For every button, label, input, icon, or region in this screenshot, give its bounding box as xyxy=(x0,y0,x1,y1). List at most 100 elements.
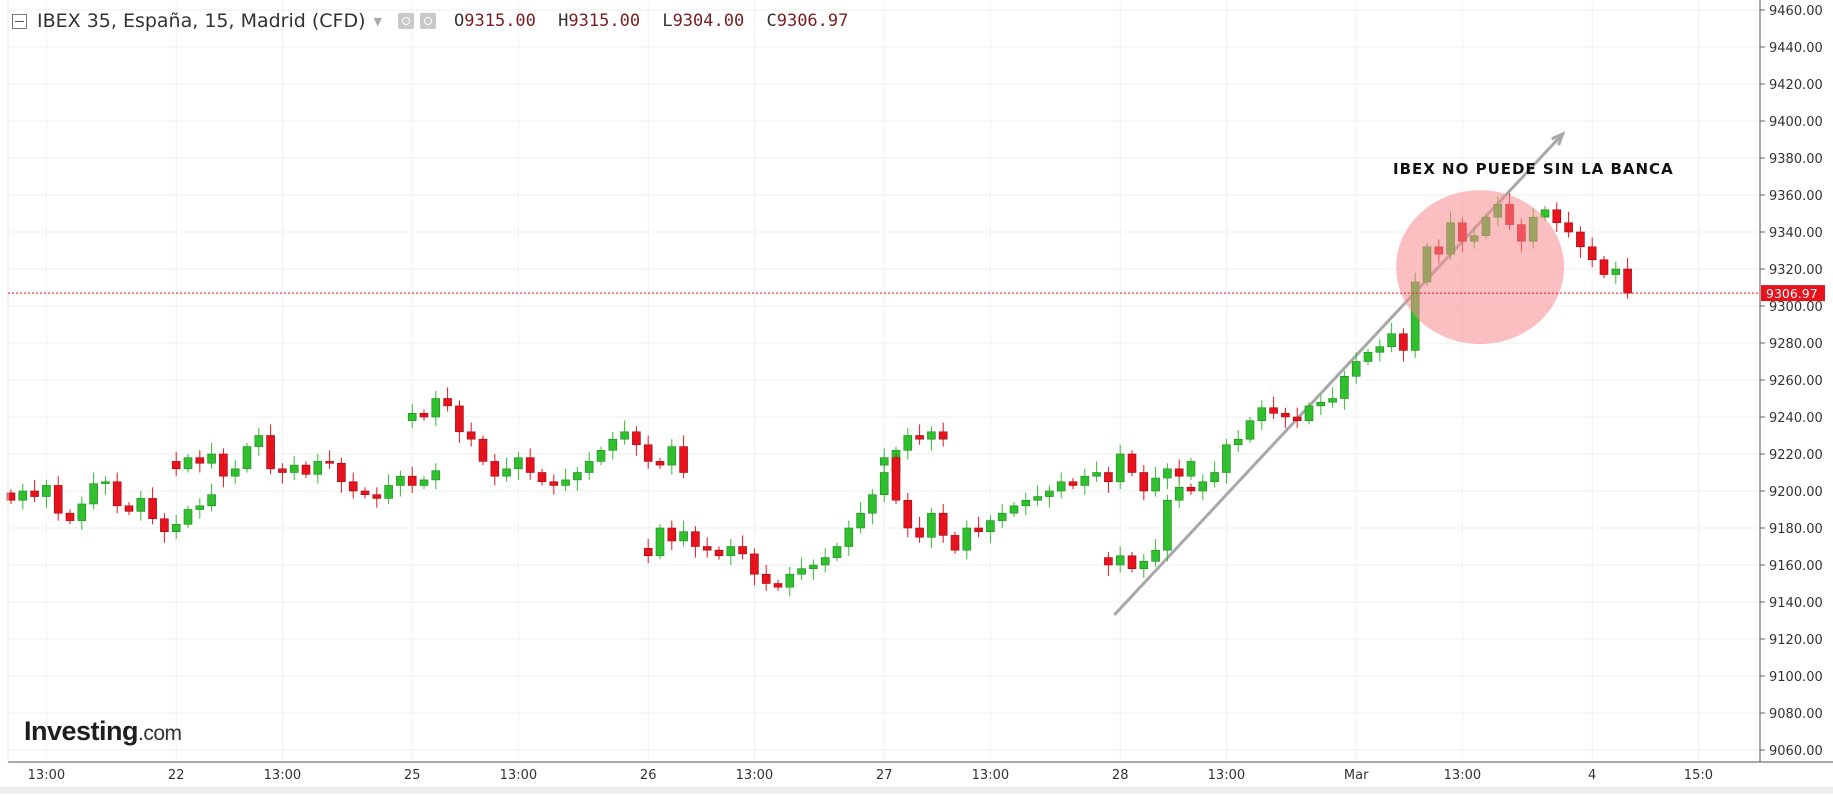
candle-body xyxy=(691,531,700,547)
candle-body xyxy=(1351,361,1361,377)
y-tick-label: 9440.00 xyxy=(1769,41,1823,56)
candle-body xyxy=(1304,405,1314,421)
candle-body xyxy=(797,568,806,575)
candle-body xyxy=(1163,468,1172,479)
y-tick-label: 9120.00 xyxy=(1769,633,1823,648)
candle-body xyxy=(1552,209,1562,224)
candle-body xyxy=(337,462,346,483)
candle-body xyxy=(1056,481,1066,492)
chevron-down-icon[interactable]: ▼ xyxy=(373,14,382,28)
candle-body xyxy=(242,446,252,470)
candle-body xyxy=(160,518,169,532)
candle-body xyxy=(643,444,653,462)
candle-body xyxy=(1174,486,1184,501)
symbol-title[interactable]: IBEX 35, España, 15, Madrid (CFD) xyxy=(37,10,366,32)
candle-body xyxy=(1115,453,1125,483)
x-tick-label: 13:00 xyxy=(28,768,65,783)
candle-body xyxy=(407,475,417,486)
x-tick-label: 22 xyxy=(168,768,185,783)
candle-body xyxy=(655,461,665,466)
candle-body xyxy=(1174,468,1184,477)
eye-icon[interactable] xyxy=(398,13,414,29)
x-tick-label: 13:00 xyxy=(1444,768,1481,783)
x-tick-label: Mar xyxy=(1344,768,1369,783)
candle-body xyxy=(950,535,960,551)
candle-body xyxy=(608,438,618,451)
candle-body xyxy=(18,490,28,501)
candle-body xyxy=(927,512,936,538)
highlight-circle xyxy=(1396,190,1565,345)
x-tick-label: 4 xyxy=(1588,768,1596,783)
candle-body xyxy=(537,472,547,483)
candle-body xyxy=(455,405,464,433)
y-tick-label: 9200.00 xyxy=(1769,485,1823,500)
candle-body xyxy=(443,398,452,407)
ohlc-readout: O9315.00 H9315.00 L9304.00 C9306.97 xyxy=(454,11,860,31)
candle-body xyxy=(773,583,783,588)
candle-body xyxy=(868,494,877,514)
candle-body xyxy=(785,573,795,588)
y-tick-label: 9160.00 xyxy=(1769,559,1823,574)
high-value: 9315.00 xyxy=(568,11,641,31)
candle-body xyxy=(112,481,122,507)
candle-body xyxy=(584,461,594,473)
candle-body xyxy=(1281,412,1290,418)
candle-body xyxy=(915,527,924,538)
candle-body xyxy=(856,512,865,529)
candle-body xyxy=(254,435,264,447)
candle-body xyxy=(986,520,995,532)
candle-body xyxy=(1139,472,1149,492)
candle-body xyxy=(348,481,358,492)
y-tick-label: 9460.00 xyxy=(1769,4,1823,19)
candle-body xyxy=(844,527,854,547)
y-tick-label: 9240.00 xyxy=(1769,411,1823,426)
candle-body xyxy=(1092,472,1101,477)
close-value: 9306.97 xyxy=(776,11,849,31)
bottom-scrollbar xyxy=(0,787,1833,794)
candle-body xyxy=(820,557,830,566)
candle-body xyxy=(1080,475,1090,486)
collapse-icon[interactable] xyxy=(12,13,27,29)
candle-body xyxy=(962,527,972,551)
candle-body xyxy=(1115,555,1125,566)
candle-body xyxy=(903,435,913,451)
candle-body xyxy=(938,431,948,440)
candle-body xyxy=(573,472,582,481)
candle-body xyxy=(1328,398,1337,403)
candle-body xyxy=(1375,346,1385,353)
candle-body xyxy=(1233,438,1243,446)
close-label: C xyxy=(766,11,777,31)
y-tick-label: 9400.00 xyxy=(1769,115,1823,130)
candle-body xyxy=(667,527,677,542)
candle-body xyxy=(230,468,240,477)
y-tick-label: 9340.00 xyxy=(1769,226,1823,241)
x-tick-label: 25 xyxy=(404,768,421,783)
candle-body xyxy=(301,464,311,475)
x-tick-label: 13:00 xyxy=(736,768,773,783)
open-value: 9315.00 xyxy=(464,11,536,31)
candle-body xyxy=(1186,486,1196,492)
candle-body xyxy=(360,490,370,495)
candle-body xyxy=(1009,505,1019,514)
candles xyxy=(6,193,1632,597)
candle-body xyxy=(1222,444,1231,473)
candle-body xyxy=(65,512,75,521)
trendline-arrowhead xyxy=(1551,131,1566,146)
candle-body xyxy=(915,435,924,440)
low-label: L xyxy=(662,11,673,31)
y-tick-label: 9300.00 xyxy=(1769,300,1823,315)
candle-body xyxy=(502,468,511,477)
candle-body xyxy=(1340,375,1349,399)
high-label: H xyxy=(558,11,569,31)
candle-body xyxy=(679,446,688,473)
gear-icon[interactable] xyxy=(420,13,436,29)
candle-body xyxy=(1245,420,1255,440)
candle-body xyxy=(1198,481,1208,492)
candle-body xyxy=(549,481,559,486)
candle-body xyxy=(266,435,275,470)
candle-body xyxy=(1151,477,1160,492)
candle-body xyxy=(1316,401,1326,407)
candle-body xyxy=(1587,246,1597,261)
candle-body xyxy=(1186,461,1196,477)
